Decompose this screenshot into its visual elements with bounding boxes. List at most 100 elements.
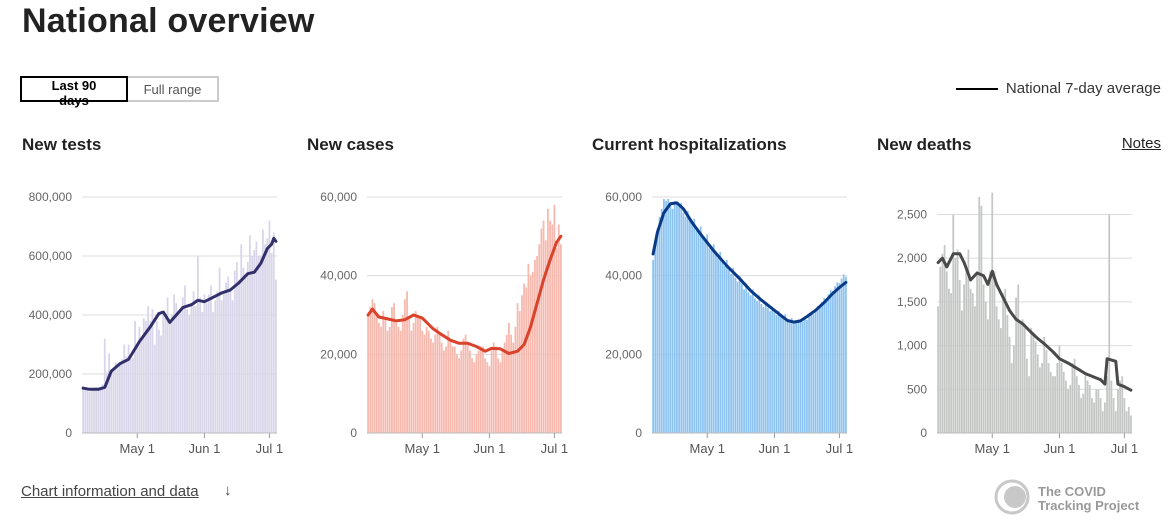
bar <box>406 291 408 433</box>
y-tick-label: 1,500 <box>897 295 927 309</box>
bar <box>253 250 256 433</box>
bar <box>816 305 819 433</box>
bar <box>153 344 156 433</box>
x-tick-label: May 1 <box>405 441 440 456</box>
bar <box>1125 411 1128 433</box>
bar <box>814 309 817 433</box>
bar <box>1069 384 1072 433</box>
bar <box>1017 284 1020 433</box>
bar <box>1060 363 1063 433</box>
bar <box>129 359 132 433</box>
bar <box>544 240 547 433</box>
bar <box>445 346 447 433</box>
bar <box>984 301 987 433</box>
y-tick-label: 500 <box>907 382 927 396</box>
chart-information-link[interactable]: Chart information and data <box>21 483 199 500</box>
bar <box>756 301 758 433</box>
bar <box>1010 363 1013 433</box>
x-tick-label: May 1 <box>975 441 1010 456</box>
bar <box>272 232 275 433</box>
bar <box>132 357 134 433</box>
bar <box>469 350 471 433</box>
bar <box>244 273 247 433</box>
bar <box>553 204 556 433</box>
bar <box>268 220 271 433</box>
bar <box>1091 398 1093 433</box>
bar <box>790 318 793 433</box>
chart-title-new-cases: New cases <box>307 135 394 154</box>
bar <box>1112 398 1115 433</box>
bar <box>186 309 188 433</box>
bar <box>825 299 828 433</box>
bar <box>179 312 182 433</box>
bar <box>440 342 443 433</box>
bar <box>682 212 685 433</box>
bar <box>106 372 108 433</box>
x-tick-label: May 1 <box>120 441 155 456</box>
new-tests-chart: 0 200,000 400,000 600,000 800,000 May 1 Jun 1 J… <box>0 185 290 460</box>
bar <box>136 344 139 433</box>
bar <box>821 302 823 433</box>
bar <box>982 284 985 433</box>
bar <box>941 253 944 433</box>
bar <box>99 387 102 433</box>
bar <box>540 228 543 433</box>
legend-label: National 7-day average <box>1005 80 1161 97</box>
bar <box>1097 389 1100 433</box>
bar <box>702 236 704 433</box>
bar <box>451 346 454 433</box>
last-90-days-button[interactable]: Last 90 days <box>20 76 128 108</box>
bar <box>497 358 499 433</box>
bar <box>223 294 225 433</box>
bar <box>458 358 460 433</box>
bar <box>464 334 467 433</box>
bar <box>501 350 504 433</box>
bar <box>658 216 661 433</box>
x-tick-label: May 1 <box>690 441 725 456</box>
page-title: National overview <box>22 2 315 40</box>
bar <box>419 318 421 433</box>
bar <box>155 320 158 433</box>
y-tick-label: 2,500 <box>897 207 927 221</box>
bar <box>510 334 512 433</box>
new-deaths-chart: 0 500 1,000 1,500 2,000 2,500 May 1 Jun 1 Jul 1 <box>855 185 1145 460</box>
bar <box>149 320 152 433</box>
bar <box>371 299 374 433</box>
full-range-button[interactable]: Full range <box>128 76 219 102</box>
bar <box>1101 411 1104 433</box>
bar <box>527 263 530 433</box>
bar <box>691 222 693 433</box>
bar <box>736 281 739 433</box>
bar <box>937 306 939 433</box>
download-arrow-icon[interactable]: ↓ <box>224 482 232 499</box>
x-tick-label: Jul 1 <box>541 441 568 456</box>
y-tick-label: 600,000 <box>29 249 73 263</box>
bar <box>257 256 260 433</box>
bar <box>943 245 946 433</box>
new-cases-chart: 0 20,000 40,000 60,000 May 1 Jun 1 Jul 1 <box>285 185 575 460</box>
bar <box>203 294 206 433</box>
legend-line-swatch <box>955 87 998 90</box>
bar <box>151 309 154 433</box>
bar <box>1104 402 1106 433</box>
bar <box>123 344 126 433</box>
bar <box>114 362 117 433</box>
bar <box>453 346 456 433</box>
bar <box>249 235 251 433</box>
bar <box>665 200 667 433</box>
bar <box>801 321 804 433</box>
bar <box>1021 319 1024 433</box>
bar <box>531 271 534 433</box>
bar <box>438 334 441 433</box>
chart-plot: 0 500 1,000 1,500 2,000 2,500 May 1 Jun 1 Jul 1 <box>897 192 1138 456</box>
chart-title-new-deaths: New deaths <box>877 135 972 154</box>
bar <box>1052 376 1054 433</box>
y-tick-label: 0 <box>635 426 642 440</box>
bar <box>503 342 506 433</box>
notes-link[interactable]: Notes <box>1121 135 1161 152</box>
bar <box>214 300 217 433</box>
bar <box>969 288 972 433</box>
bar <box>773 312 776 433</box>
bar <box>667 198 670 433</box>
bar <box>997 319 1000 433</box>
